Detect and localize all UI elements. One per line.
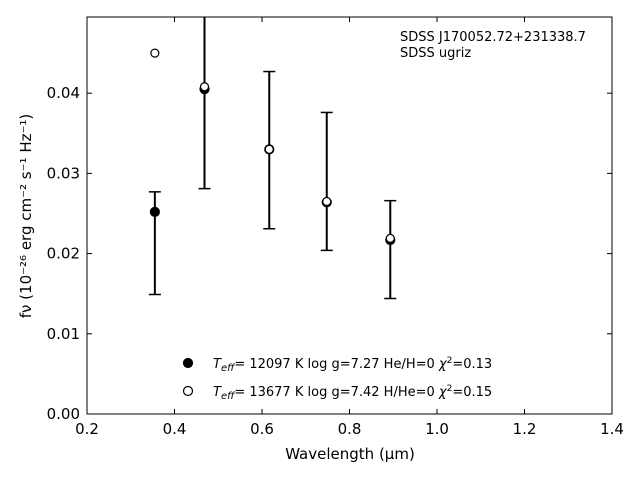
legend-filled-marker — [182, 357, 194, 369]
x-tick-label: 1.2 — [513, 420, 537, 438]
x-tick-label: 1.0 — [425, 420, 449, 438]
legend: Teff= 12097 K log g=7.27 He/H=0 χ2=0.13 T… — [182, 356, 492, 402]
annotation-photometry: SDSS ugriz — [400, 46, 471, 61]
data-points — [149, 48, 396, 246]
legend-entry: Teff= 12097 K log g=7.27 He/H=0 χ2=0.13 — [213, 356, 492, 374]
open-model-point — [322, 196, 332, 207]
y-tick-label: 0.02 — [47, 245, 80, 263]
x-tick-label: 1.4 — [600, 420, 624, 438]
legend-entry: Teff= 13677 K log g=7.42 H/He=0 χ2=0.15 — [213, 384, 492, 402]
axis-ticks: 0.2 0.4 0.6 0.8 1.0 1.2 1.4 0.00 0.01 0.02 0.03 0.0… — [47, 17, 624, 438]
open-model-point — [385, 233, 395, 243]
y-axis-label: fν (10⁻²⁶ erg cm⁻² s⁻¹ Hz⁻¹) — [17, 114, 35, 319]
x-tick-label: 0.8 — [338, 420, 362, 438]
svg-text:fν (10⁻²⁶ erg cm⁻² s⁻¹ Hz⁻¹): fν (10⁻²⁶ erg cm⁻² s⁻¹ Hz⁻¹) — [17, 114, 35, 319]
open-model-point — [264, 144, 274, 154]
open-model-point — [199, 82, 210, 92]
y-tick-label: 0.03 — [47, 164, 80, 182]
y-tick-label: 0.01 — [47, 325, 80, 343]
plot-area — [86, 16, 613, 415]
y-tick-label: 0.00 — [47, 405, 80, 423]
x-axis-label: Wavelength (μm) — [285, 445, 415, 463]
x-tick-label: 0.2 — [75, 420, 99, 438]
open-model-point — [150, 48, 160, 58]
y-tick-label: 0.04 — [47, 84, 80, 102]
x-tick-label: 0.6 — [250, 420, 274, 438]
filled-model-point — [149, 206, 160, 217]
annotation-object-name: SDSS J170052.72+231338.7 — [400, 30, 586, 45]
legend-open-marker — [182, 385, 194, 397]
x-tick-label: 0.4 — [163, 420, 187, 438]
